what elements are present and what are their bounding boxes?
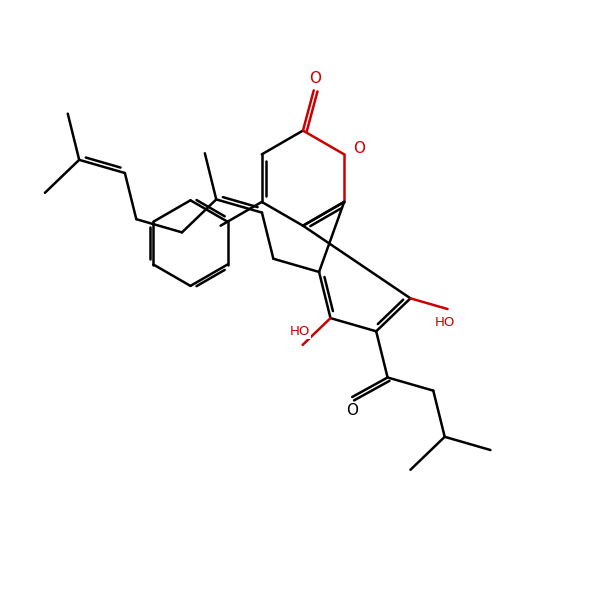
Text: O: O <box>353 141 365 156</box>
Text: HO: HO <box>289 325 310 338</box>
Text: HO: HO <box>434 316 455 329</box>
Text: O: O <box>346 403 358 418</box>
Text: O: O <box>309 71 321 86</box>
